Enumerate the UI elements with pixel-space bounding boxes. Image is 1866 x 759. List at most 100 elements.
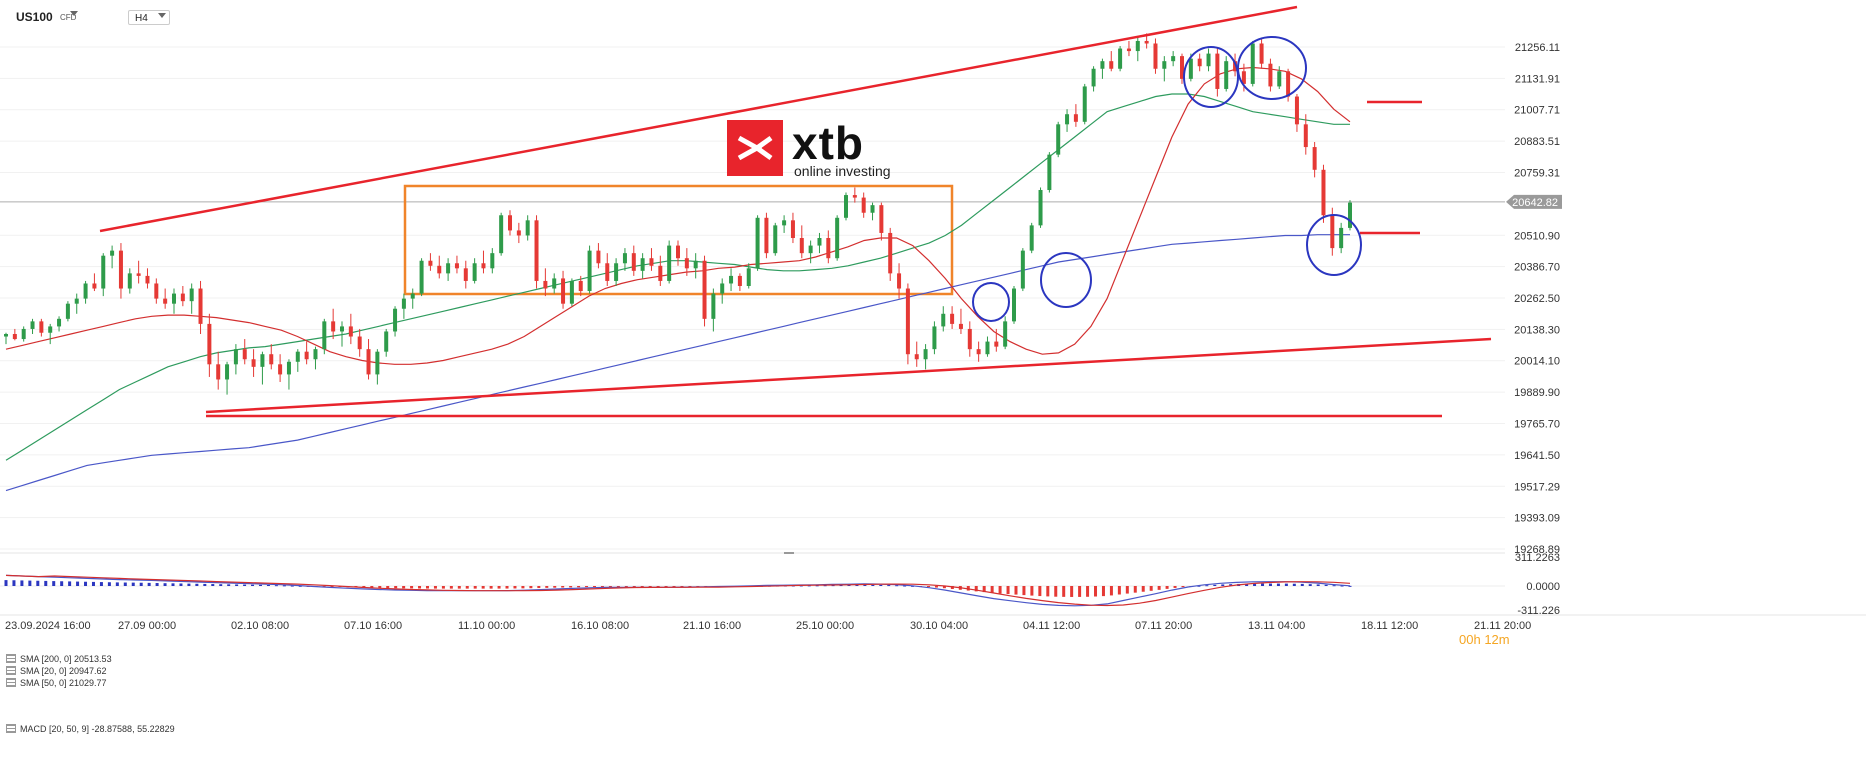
candle-body	[684, 258, 689, 269]
macd-histogram-bar	[529, 586, 533, 589]
macd-legend[interactable]: MACD [20, 50, 9] -28.87588, 55.22829	[6, 724, 175, 734]
x-tick-label: 30.10 04:00	[910, 620, 968, 632]
macd-histogram-bar	[974, 586, 978, 592]
macd-tick-label: -311.226	[1517, 605, 1560, 617]
candle-body	[428, 260, 433, 266]
candle-body	[331, 321, 336, 332]
candle-body	[499, 215, 504, 254]
candle-body	[357, 336, 362, 350]
macd-histogram-bar	[577, 586, 581, 588]
macd-histogram-bar	[44, 580, 48, 586]
macd-histogram-bar	[243, 584, 247, 586]
legend-sma20[interactable]: SMA [20, 0] 20947.62	[6, 666, 107, 676]
macd-histogram-bar	[664, 586, 668, 587]
candle-body	[1294, 96, 1299, 125]
candle-body	[180, 293, 185, 302]
price-badge	[1506, 194, 1562, 209]
macd-histogram-bar	[1324, 584, 1328, 586]
macd-histogram-bar	[282, 585, 286, 587]
macd-histogram-bar	[600, 586, 604, 587]
candle-body	[508, 215, 512, 231]
macd-histogram-bar	[1253, 583, 1257, 586]
macd-histogram-bar	[807, 585, 811, 587]
candle-body	[189, 288, 194, 302]
macd-histogram-bar	[1348, 585, 1352, 587]
highlight-circle	[1183, 46, 1239, 108]
macd-histogram-bar	[36, 580, 40, 586]
candle-body	[242, 349, 247, 360]
candle-body	[110, 250, 115, 256]
macd-histogram-bar	[219, 584, 223, 586]
candle-body	[295, 351, 300, 362]
legend-label: SMA [50, 0] 21029.77	[20, 678, 107, 688]
candle-body	[1312, 147, 1317, 170]
legend-sma50[interactable]: SMA [50, 0] 21029.77	[6, 678, 107, 688]
x-tick-label: 07.11 20:00	[1135, 620, 1192, 632]
candle-body	[950, 313, 955, 324]
logo-name: xtb	[792, 117, 864, 169]
legend-sma200[interactable]: SMA [200, 0] 20513.53	[6, 654, 112, 664]
macd-histogram-bar	[402, 586, 406, 589]
candle-body	[481, 263, 486, 269]
macd-histogram-bar	[489, 586, 493, 589]
candle-body	[967, 328, 972, 350]
candle-body	[348, 326, 353, 337]
macd-histogram-bar	[545, 586, 549, 588]
macd-histogram-bar	[1308, 584, 1312, 586]
candle-body	[826, 238, 831, 259]
macd-histogram-bar	[290, 585, 294, 587]
candle-body	[543, 280, 548, 289]
y-tick-label: 20138.30	[1514, 324, 1560, 336]
macd-histogram-bar	[903, 585, 907, 587]
legend-list-icon	[6, 666, 16, 675]
symbol-dropdown-icon[interactable]	[70, 11, 78, 16]
symbol-label[interactable]: US100	[16, 10, 53, 24]
macd-histogram-bar	[147, 582, 151, 586]
logo-tagline: online investing	[794, 163, 891, 179]
macd-histogram-bar	[163, 583, 167, 586]
candle-body	[640, 258, 645, 271]
macd-histogram-bar	[123, 582, 127, 586]
candle-body	[322, 321, 327, 350]
macd-histogram-bar	[139, 582, 143, 586]
candle-body	[65, 303, 70, 319]
macd-histogram-bar	[553, 586, 557, 588]
upper-trendline	[99, 5, 1298, 233]
candle-body	[198, 288, 203, 324]
candle-body	[48, 326, 53, 333]
macd-histogram-bar	[616, 586, 620, 587]
macd-histogram-bar	[927, 586, 931, 587]
candle-body	[366, 349, 371, 375]
macd-histogram-bar	[1117, 586, 1121, 595]
macd-histogram-bar	[640, 586, 644, 587]
candle-body	[658, 265, 663, 281]
candle-body	[4, 333, 8, 337]
candle-body	[622, 253, 627, 264]
macd-histogram-bar	[1221, 584, 1225, 586]
y-tick-label: 20759.31	[1514, 167, 1560, 179]
x-tick-label: 11.10 00:00	[458, 620, 515, 632]
macd-histogram-bar	[680, 586, 684, 587]
candle-body	[569, 280, 574, 304]
macd-histogram-bar	[330, 586, 334, 587]
highlight-circles	[972, 36, 1362, 322]
macd-histogram-bar	[648, 586, 652, 587]
macd-histogram-bar	[1030, 586, 1034, 596]
timeframe-select[interactable]: H4	[128, 10, 170, 25]
candle-body	[879, 205, 884, 233]
candle-body	[1003, 321, 1008, 347]
x-tick-label: 02.10 08:00	[231, 620, 289, 632]
candle-body	[799, 238, 804, 254]
candle-body	[207, 323, 212, 365]
candle-body	[693, 260, 698, 269]
candle-body	[1277, 71, 1282, 87]
macd-histogram-bar	[1316, 584, 1320, 586]
candle-body	[596, 250, 601, 264]
macd-histogram-bar	[672, 586, 676, 587]
macd-histogram-bar	[1229, 584, 1233, 586]
macd-histogram-bar	[815, 585, 819, 587]
timeframe-dropdown-icon[interactable]	[158, 13, 166, 18]
macd-histogram-bar	[569, 586, 573, 588]
macd-histogram-bar	[1133, 586, 1137, 593]
